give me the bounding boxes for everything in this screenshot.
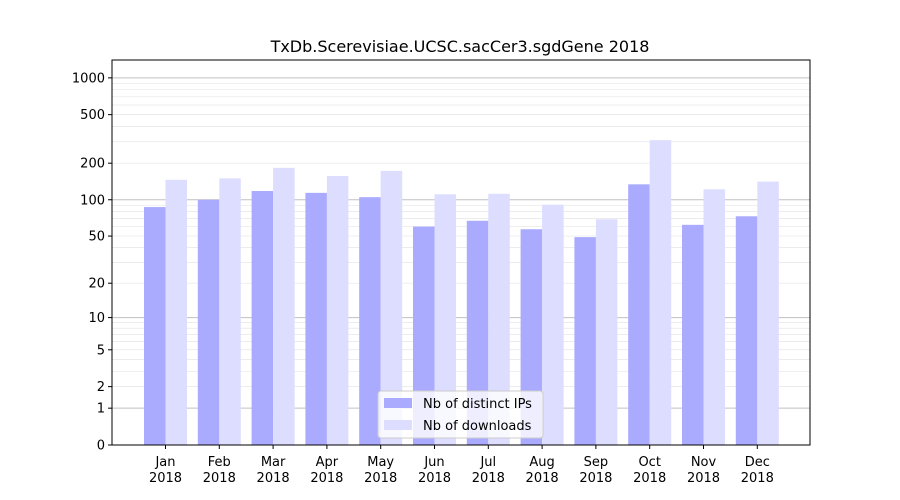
bar-downloads <box>434 194 456 445</box>
x-tick-label-year: 2018 <box>203 471 236 486</box>
x-tick-label-month: Jul <box>479 455 496 470</box>
y-axis: 0 1 2 5 10 20 50 100 200 500 1000 <box>72 71 112 454</box>
legend-label-distinct-ips: Nb of distinct IPs <box>423 397 532 412</box>
bar-distinct-ips <box>574 237 596 445</box>
y-tick-label: 0 <box>97 439 105 454</box>
legend-box <box>377 390 544 439</box>
y-tick-label: 10 <box>88 311 105 326</box>
bar-distinct-ips <box>413 226 435 445</box>
bar-downloads <box>273 167 295 445</box>
y-tick-label: 50 <box>88 230 105 245</box>
x-tick-label-year: 2018 <box>687 471 720 486</box>
bar-distinct-ips <box>144 207 166 445</box>
bar-downloads <box>595 219 618 445</box>
x-tick-label-year: 2018 <box>526 471 559 486</box>
x-tick-label-year: 2018 <box>472 471 505 486</box>
x-tick-label-month: May <box>367 455 394 470</box>
y-tick-label: 5 <box>97 343 105 358</box>
chart-title: TxDb.Scerevisiae.UCSC.sacCer3.sgdGene 20… <box>270 37 650 56</box>
y-tick-label: 20 <box>88 277 105 292</box>
bars-layer <box>144 140 779 446</box>
bar-downloads <box>326 175 349 445</box>
x-tick-label-month: Feb <box>208 455 231 470</box>
bar-distinct-ips <box>197 199 220 445</box>
x-tick-label-year: 2018 <box>418 471 451 486</box>
y-tick-label: 100 <box>80 193 105 208</box>
bar-downloads <box>703 189 725 445</box>
bar-downloads <box>165 179 187 445</box>
x-axis: Jan2018Feb2018Mar2018Apr2018May2018Jun20… <box>149 445 774 486</box>
x-tick-label-month: Nov <box>691 455 717 470</box>
x-tick-label-year: 2018 <box>741 471 774 486</box>
y-tick-label: 500 <box>80 108 105 123</box>
x-tick-label-month: Jun <box>423 455 444 470</box>
x-tick-label-month: Aug <box>529 455 554 470</box>
x-tick-label-year: 2018 <box>364 471 397 486</box>
bar-downloads <box>380 170 403 445</box>
x-tick-label-year: 2018 <box>579 471 612 486</box>
legend-label-downloads: Nb of downloads <box>423 419 532 434</box>
bar-downloads <box>757 181 779 445</box>
x-tick-label-year: 2018 <box>633 471 666 486</box>
bar-distinct-ips <box>682 224 704 445</box>
y-tick-label: 2 <box>97 380 105 395</box>
x-tick-label-year: 2018 <box>149 471 182 486</box>
legend-swatch-downloads <box>384 420 412 430</box>
bar-distinct-ips <box>735 216 758 445</box>
x-tick-label-year: 2018 <box>257 471 290 486</box>
x-tick-label-month: Jan <box>154 455 175 470</box>
bar-distinct-ips <box>466 220 489 445</box>
bar-distinct-ips <box>359 197 381 445</box>
bar-downloads <box>219 178 241 445</box>
y-tick-label: 200 <box>80 157 105 172</box>
bar-distinct-ips <box>251 191 274 445</box>
bar-downloads <box>649 140 672 446</box>
x-tick-label-month: Apr <box>316 455 339 470</box>
bar-distinct-ips <box>305 192 327 445</box>
plot-frame <box>111 59 811 446</box>
x-tick-label-year: 2018 <box>310 471 343 486</box>
bar-downloads <box>542 204 564 445</box>
y-tick-label: 1 <box>97 402 105 417</box>
x-tick-label-month: Mar <box>261 455 286 470</box>
x-tick-label-month: Dec <box>745 455 770 470</box>
x-tick-label-month: Oct <box>638 455 660 470</box>
legend-swatch-distinct-ips <box>384 398 412 408</box>
y-tick-label: 1000 <box>72 71 105 86</box>
bar-downloads <box>488 193 510 445</box>
x-tick-label-month: Sep <box>584 455 609 470</box>
bar-distinct-ips <box>628 184 650 445</box>
legend: Nb of distinct IPs Nb of downloads <box>377 390 544 439</box>
